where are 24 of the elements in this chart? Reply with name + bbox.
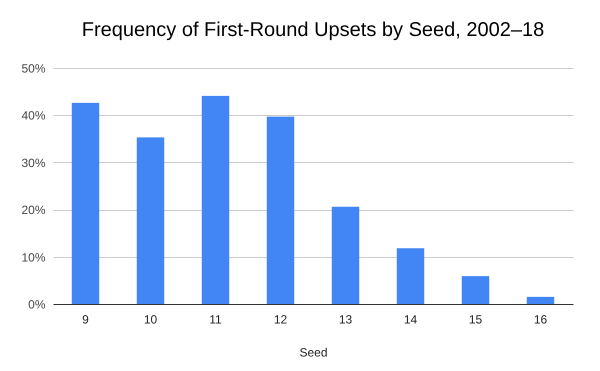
chart-title: Frequency of First-Round Upsets by Seed, 2002–18 xyxy=(82,19,544,41)
x-tick-label: 16 xyxy=(534,312,548,326)
y-tick-label: 50% xyxy=(21,62,46,76)
bar xyxy=(202,96,230,304)
x-tick-label: 11 xyxy=(209,312,222,326)
bar xyxy=(266,116,294,304)
y-tick-label: 20% xyxy=(21,203,46,218)
bar xyxy=(462,276,490,304)
y-tick-label: 40% xyxy=(21,108,46,123)
bar xyxy=(526,296,554,304)
y-tick-label: 10% xyxy=(21,250,46,264)
x-axis-title: Seed xyxy=(299,346,328,360)
x-tick-label: 15 xyxy=(468,312,482,326)
x-tick-label: 9 xyxy=(82,312,90,326)
x-tick-label: 12 xyxy=(274,312,288,326)
bar xyxy=(136,137,164,304)
y-tick-label: 30% xyxy=(21,156,46,170)
bar xyxy=(396,248,424,304)
x-tick-label: 14 xyxy=(404,312,418,326)
x-tick-label: 10 xyxy=(144,312,158,326)
x-tick-label: 13 xyxy=(338,312,352,326)
y-tick-label: 0% xyxy=(28,298,46,312)
bar xyxy=(72,102,100,304)
bar xyxy=(332,206,360,304)
